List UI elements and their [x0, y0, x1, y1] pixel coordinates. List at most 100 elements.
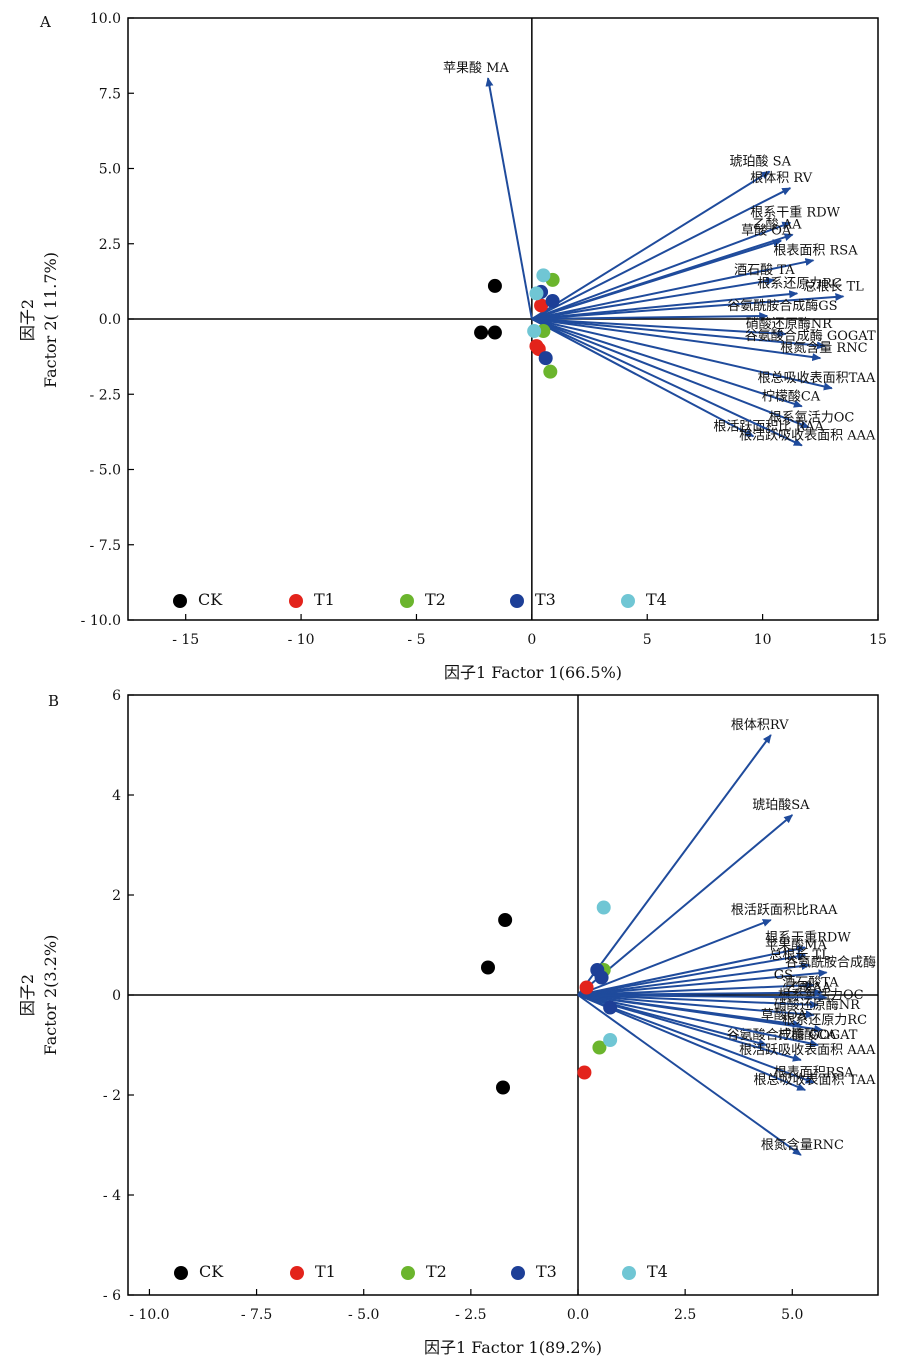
- legend-label-t2: T2: [426, 1262, 447, 1281]
- loading-vector-label: 草酸OA: [761, 1008, 808, 1023]
- score-point-ck: [481, 960, 495, 975]
- loading-vector-arrow: [531, 318, 826, 350]
- score-point-t2: [543, 364, 558, 379]
- loading-vector-label: 苹果酸 MA: [443, 61, 509, 76]
- legend-marker-t3: [511, 1266, 525, 1280]
- legend-label-t2: T2: [425, 590, 446, 609]
- legend-marker-t2: [401, 1266, 415, 1280]
- y-axis-b: 6 4 2 0 - 2 - 4 - 6: [103, 688, 134, 1304]
- loading-vector-label: 柠檬酸CA: [762, 389, 821, 404]
- loading-vector-arrow: [577, 994, 815, 1019]
- loading-vector-arrow: [531, 293, 845, 320]
- loading-vector-label: 根总吸收表面积 TAA: [754, 1073, 876, 1088]
- x-axis-b: - 10.0 - 7.5 - 5.0 - 2.5 0.0 2.5 5.0: [129, 1289, 803, 1323]
- loading-vector-arrow: [531, 170, 771, 320]
- loading-vector-label: 硝酸还原酶NR: [774, 997, 861, 1013]
- y-axis-label-en-a: Factor 2( 11.7%): [41, 252, 60, 388]
- y-tick-label: 2: [112, 888, 121, 904]
- loading-vector-label: 苹果酸MA: [765, 938, 827, 953]
- loading-vector-label: 根活跃吸收表面积 AAA: [739, 1043, 876, 1058]
- x-tick-label: 10: [754, 632, 772, 648]
- loading-vector-label: 酒石酸TA: [782, 976, 839, 991]
- loading-vector-arrow: [531, 318, 810, 429]
- y-tick-label: - 5.0: [90, 463, 121, 479]
- score-point-t3: [603, 1000, 618, 1015]
- loading-vector-arrow: [577, 919, 772, 996]
- legend-marker-t1: [289, 594, 303, 608]
- score-point-ck: [498, 913, 513, 927]
- legend-label-ck: CK: [198, 590, 223, 609]
- loading-vector-arrow: [577, 734, 772, 996]
- loading-vector-arrow: [577, 814, 794, 996]
- loading-vector-label: 柠檬酸CA: [778, 1028, 837, 1043]
- loading-vector-arrow: [577, 994, 819, 1048]
- y-axis-label-cn-a: 因子2: [18, 299, 37, 341]
- legend-marker-ck: [173, 594, 187, 608]
- y-tick-label: - 6: [103, 1288, 121, 1304]
- y-tick-label: 5.0: [99, 162, 121, 178]
- x-tick-label: 5: [643, 632, 652, 648]
- loading-vector-label: 琥珀酸SA: [752, 798, 810, 813]
- score-point-ck: [496, 1080, 510, 1095]
- y-axis-a: 10.0 7.5 5.0 2.5 0.0 - 2.5 - 5.0 - 7.5 - 10.0: [81, 11, 134, 629]
- x-tick-label: - 7.5: [241, 1307, 272, 1323]
- loading-vector-label: 酒石酸 TA: [734, 263, 795, 278]
- loading-vector-arrow: [531, 290, 799, 320]
- loading-vector-arrow: [531, 318, 833, 391]
- x-axis-label-b: 因子1 Factor 1(89.2%): [424, 1338, 602, 1357]
- legend-marker-t3: [510, 594, 524, 608]
- pca-biplot-b: B - 10.0 - 7.5 - 5.0 - 2.5 0.0 2.5 5.0 6 4 2 0 - 2…: [18, 688, 879, 1357]
- score-point-t3: [538, 351, 553, 366]
- legend-marker-t4: [621, 594, 635, 608]
- score-point-t4: [529, 286, 544, 301]
- loading-vector-label: 谷氨酰胺合成酶: [785, 955, 876, 971]
- loading-vector-label: 根系还原力RC: [757, 276, 842, 291]
- loading-vector-arrow: [577, 994, 815, 1084]
- loading-vector-label: 根活跃面积比 RAA: [713, 419, 824, 434]
- legend-marker-t1: [290, 1266, 304, 1280]
- y-tick-label: 2.5: [99, 237, 121, 253]
- loading-vector-label: 根系还原力RC: [782, 1013, 867, 1028]
- y-tick-label: 4: [112, 788, 121, 804]
- score-point-t4: [596, 900, 611, 915]
- y-tick-label: - 7.5: [90, 538, 121, 554]
- loading-vector-label: 根活跃面积比RAA: [731, 903, 838, 918]
- y-tick-label: - 2.5: [90, 387, 121, 403]
- loading-vector-label: 乙酸 AA: [753, 218, 803, 233]
- score-point-t1: [534, 298, 549, 313]
- loading-vector-label: 根氮含量 RNC: [780, 340, 867, 356]
- score-point-t1: [577, 1065, 592, 1080]
- loading-vector-arrow: [577, 994, 819, 1009]
- y-tick-label: - 2: [103, 1088, 121, 1104]
- legend-b: CK T1 T2 T3 T4: [174, 1262, 668, 1281]
- legend-label-ck: CK: [199, 1262, 224, 1281]
- loading-vector-label: 谷氨酸合成酶 GOGAT: [745, 328, 876, 344]
- y-tick-label: 10.0: [90, 11, 121, 27]
- loading-vector-arrow: [531, 312, 769, 321]
- loading-vector-label: 根体积 RV: [750, 171, 812, 186]
- loading-vector-label: 根表面积 RSA: [773, 243, 858, 258]
- x-tick-label: - 15: [172, 632, 199, 648]
- legend-label-t1: T1: [314, 590, 335, 609]
- loading-vector-arrow: [577, 994, 802, 1156]
- panel-b-letter: B: [48, 692, 59, 710]
- loading-vector-arrow: [531, 187, 792, 320]
- y-axis-label-en-b: Factor 2(3.2%): [41, 935, 60, 1056]
- x-tick-label: 5.0: [781, 1307, 803, 1323]
- loading-vector-arrow: [577, 945, 807, 996]
- y-tick-label: 7.5: [99, 86, 121, 102]
- score-point-ck: [487, 278, 502, 293]
- loading-vector-arrow: [531, 318, 803, 408]
- legend-label-t4: T4: [647, 1262, 668, 1281]
- x-tick-label: 15: [869, 632, 887, 648]
- loading-vector-arrow: [531, 318, 822, 362]
- x-tick-label: 0.0: [567, 1307, 589, 1323]
- legend-label-t3: T3: [536, 1262, 557, 1281]
- score-point-t4: [603, 1033, 618, 1047]
- loading-vector-arrow: [531, 239, 783, 320]
- score-point-t3: [594, 970, 609, 985]
- loading-vector-arrow: [531, 318, 787, 338]
- legend-label-t3: T3: [535, 590, 556, 609]
